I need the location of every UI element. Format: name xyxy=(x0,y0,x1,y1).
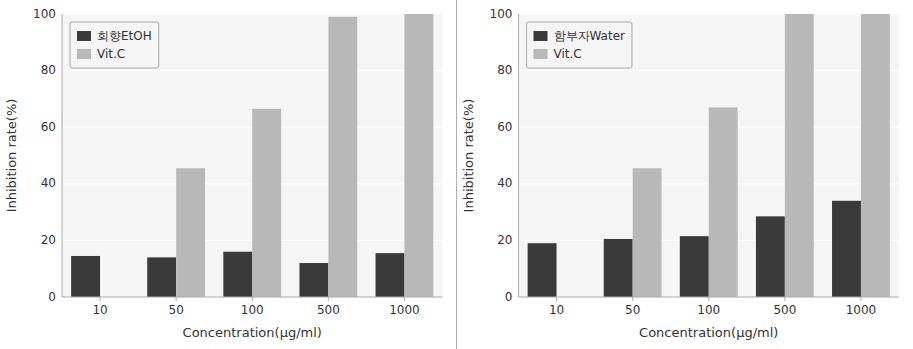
legend-label: 함부자Water xyxy=(554,29,626,43)
legend: 회향EtOH Vit.C xyxy=(70,22,159,68)
legend-label: 회향EtOH xyxy=(97,29,152,43)
bar xyxy=(633,168,662,297)
x-tick-label: 10 xyxy=(92,303,107,317)
y-tick-label: 40 xyxy=(497,176,512,190)
bar xyxy=(328,17,357,297)
x-tick-label: 500 xyxy=(773,303,796,317)
y-tick-label: 20 xyxy=(497,233,512,247)
y-tick-label: 40 xyxy=(41,176,56,190)
bar xyxy=(756,216,785,297)
bar xyxy=(176,168,205,297)
y-axis-line xyxy=(518,14,519,297)
plot-background xyxy=(519,14,900,297)
x-axis-label: Concentration(μg/ml) xyxy=(183,325,322,340)
y-tick-label: 0 xyxy=(48,290,56,304)
x-tick-label: 1000 xyxy=(846,303,877,317)
legend-swatch xyxy=(534,49,548,59)
y-axis-label: Inhibition rate(%) xyxy=(4,99,19,213)
bar xyxy=(861,14,890,297)
bar xyxy=(832,201,861,297)
panel: 0 20 40 60 80 100 10 50 100 500 1000 Concentration(… xyxy=(461,7,900,341)
grid-line xyxy=(62,14,443,15)
bar xyxy=(299,263,328,297)
legend-label: Vit.C xyxy=(554,47,582,61)
y-tick-label: 0 xyxy=(505,290,513,304)
grid-line xyxy=(519,70,900,71)
x-tick-label: 1000 xyxy=(389,303,420,317)
x-tick xyxy=(404,297,405,301)
x-tick xyxy=(556,297,557,301)
y-tick-label: 60 xyxy=(41,120,56,134)
legend-label: Vit.C xyxy=(97,47,125,61)
bar xyxy=(404,14,433,297)
y-tick-label: 20 xyxy=(41,233,56,247)
bar xyxy=(71,256,100,297)
bar xyxy=(785,14,814,297)
x-tick xyxy=(100,297,101,301)
bar xyxy=(223,252,252,297)
plot-background xyxy=(62,14,443,297)
x-tick xyxy=(176,297,177,301)
x-axis-label: Concentration(μg/ml) xyxy=(639,325,778,340)
legend-box xyxy=(527,22,632,68)
bar xyxy=(147,257,176,297)
legend-box xyxy=(70,22,159,68)
y-tick-label: 80 xyxy=(41,63,56,77)
legend-swatch xyxy=(534,31,548,41)
y-tick-label: 80 xyxy=(497,63,512,77)
legend-swatch xyxy=(77,31,91,41)
bar xyxy=(680,236,709,297)
y-axis-line xyxy=(62,14,63,297)
x-tick-label: 100 xyxy=(697,303,720,317)
x-tick xyxy=(252,297,253,301)
panel: 0 20 40 60 80 100 10 50 100 500 1000 Concentration(… xyxy=(4,7,443,341)
x-tick xyxy=(708,297,709,301)
x-tick-label: 500 xyxy=(317,303,340,317)
bar xyxy=(528,243,557,297)
legend-swatch xyxy=(77,49,91,59)
y-tick-label: 100 xyxy=(33,7,56,21)
x-tick-label: 50 xyxy=(169,303,184,317)
grid-line xyxy=(519,14,900,15)
y-tick-label: 60 xyxy=(497,120,512,134)
x-tick-label: 100 xyxy=(241,303,264,317)
x-tick-label: 10 xyxy=(549,303,564,317)
bar xyxy=(376,253,405,297)
background xyxy=(0,0,913,349)
grid-line xyxy=(62,70,443,71)
x-tick-label: 50 xyxy=(625,303,640,317)
x-tick xyxy=(328,297,329,301)
figure: 02040608010010501005001000Concentration(… xyxy=(0,0,913,349)
x-tick xyxy=(860,297,861,301)
bar xyxy=(604,239,633,297)
legend: 함부자Water Vit.C xyxy=(527,22,632,68)
x-tick xyxy=(784,297,785,301)
y-axis-label: Inhibition rate(%) xyxy=(461,99,476,213)
bar xyxy=(252,109,281,297)
bar xyxy=(709,107,738,297)
x-tick xyxy=(632,297,633,301)
y-tick-label: 100 xyxy=(490,7,513,21)
divider xyxy=(456,0,457,349)
